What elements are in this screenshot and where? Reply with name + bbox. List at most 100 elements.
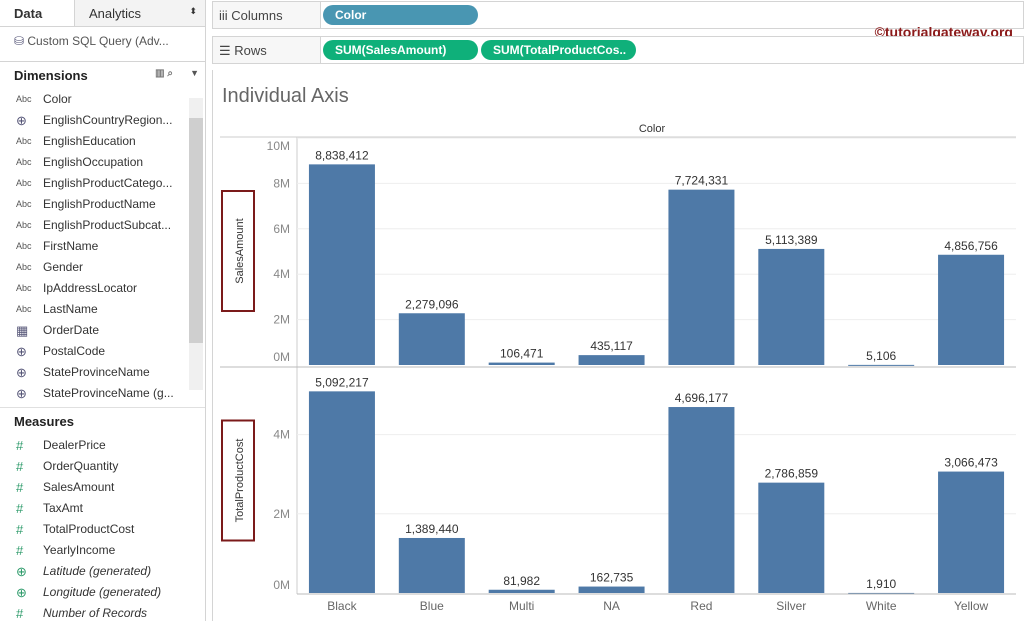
dimension-item[interactable]: Abc Color <box>0 89 205 110</box>
tab-analytics-label: Analytics <box>89 6 142 21</box>
dimension-item[interactable]: Abc IpAddressLocator <box>0 278 205 299</box>
data-label: 162,735 <box>590 571 634 585</box>
x-tick-label: Multi <box>509 599 534 613</box>
dimension-label: StateProvinceName (g... <box>43 386 174 400</box>
x-tick-label: Silver <box>776 599 806 613</box>
measure-item[interactable]: # DealerPrice <box>0 435 205 456</box>
string-type-icon: Abc <box>16 136 32 146</box>
data-label: 4,856,756 <box>944 239 998 253</box>
measure-item[interactable]: # TaxAmt <box>0 498 205 519</box>
x-tick-label: Black <box>327 599 357 613</box>
scrollbar[interactable] <box>189 98 203 390</box>
dimension-item[interactable]: ⊕ StateProvinceName (g... <box>0 383 205 404</box>
bar <box>938 471 1005 593</box>
scrollbar-thumb[interactable] <box>189 118 203 343</box>
data-label: 435,117 <box>590 339 633 353</box>
data-label: 8,838,412 <box>315 148 369 162</box>
y-axis-title: TotalProductCost <box>234 439 246 523</box>
menu-dropdown-icon[interactable]: ▼ <box>190 68 199 78</box>
dimension-item[interactable]: ▦ OrderDate <box>0 320 205 341</box>
number-type-icon: # <box>16 459 24 474</box>
dimension-item[interactable]: ⊕ StateProvinceName <box>0 362 205 383</box>
dimension-item[interactable]: Abc EnglishProductCatego... <box>0 173 205 194</box>
dimension-label: EnglishCountryRegion... <box>43 113 173 127</box>
data-label: 81,982 <box>503 574 540 588</box>
rows-icon: ☰ <box>219 43 235 58</box>
dimension-label: OrderDate <box>43 323 100 337</box>
number-type-icon: # <box>16 438 24 453</box>
y-tick-label: 4M <box>273 267 290 281</box>
data-label: 1,389,440 <box>405 522 459 536</box>
x-tick-label: Blue <box>420 599 444 613</box>
measure-item[interactable]: # YearlyIncome <box>0 540 205 561</box>
bar <box>398 537 465 593</box>
columns-icon: iii <box>219 8 232 23</box>
axis-title-box <box>221 419 255 542</box>
dimension-item[interactable]: Abc LastName <box>0 299 205 320</box>
string-type-icon: Abc <box>16 220 32 230</box>
dimension-label: FirstName <box>43 239 99 253</box>
measure-item[interactable]: ⊕ Longitude (generated) <box>0 582 205 603</box>
tab-analytics[interactable]: Analytics ⬍ <box>74 0 205 26</box>
data-label: 2,279,096 <box>405 297 459 311</box>
color-pill[interactable]: Color <box>323 5 478 25</box>
y-tick-label: 6M <box>273 222 290 236</box>
string-type-icon: Abc <box>16 304 32 314</box>
dimension-label: IpAddressLocator <box>43 281 138 295</box>
globe-icon: ⊕ <box>16 564 27 579</box>
data-label: 5,106 <box>866 349 896 363</box>
y-axis-title: SalesAmount <box>234 218 246 283</box>
data-source[interactable]: ⛁ Custom SQL Query (Adv... <box>0 27 205 62</box>
y-tick-label: 2M <box>273 507 290 521</box>
measure-label: TaxAmt <box>43 501 84 515</box>
string-type-icon: Abc <box>16 262 32 272</box>
measure-item[interactable]: # SalesAmount <box>0 477 205 498</box>
total-product-cost-pill[interactable]: SUM(TotalProductCos.. <box>481 40 636 60</box>
x-tick-label: Yellow <box>954 599 989 613</box>
view-area <box>212 70 1024 621</box>
bar <box>848 592 915 594</box>
dimension-item[interactable]: ⊕ EnglishCountryRegion... <box>0 110 205 131</box>
rows-shelf: ☰ Rows SUM(SalesAmount) SUM(TotalProduct… <box>212 36 1024 64</box>
x-tick-label: Red <box>690 599 712 613</box>
measure-item[interactable]: # TotalProductCost <box>0 519 205 540</box>
globe-icon: ⊕ <box>16 585 27 600</box>
dimension-item[interactable]: Abc Gender <box>0 257 205 278</box>
data-source-label: Custom SQL Query (Adv... <box>27 34 169 48</box>
measure-label: SalesAmount <box>43 480 115 494</box>
measure-item[interactable]: ⊕ Latitude (generated) <box>0 561 205 582</box>
number-type-icon: # <box>16 522 24 537</box>
tab-data[interactable]: Data <box>0 0 74 26</box>
bar <box>578 355 645 365</box>
column-header: Color <box>639 123 666 135</box>
data-label: 3,066,473 <box>944 456 998 470</box>
dimension-item[interactable]: Abc EnglishEducation <box>0 131 205 152</box>
dimension-label: StateProvinceName <box>43 365 150 379</box>
dimensions-heading: Dimensions <box>14 68 88 83</box>
dimension-item[interactable]: Abc EnglishProductName <box>0 194 205 215</box>
dimension-item[interactable]: Abc EnglishOccupation <box>0 152 205 173</box>
measure-label: Longitude (generated) <box>43 585 162 599</box>
dimension-item[interactable]: ⊕ PostalCode <box>0 341 205 362</box>
columns-label: Columns <box>231 8 283 23</box>
number-type-icon: # <box>16 543 24 558</box>
sheet-title: Individual Axis <box>222 85 349 107</box>
y-tick-label: 10M <box>267 139 290 153</box>
data-label: 7,724,331 <box>675 174 729 188</box>
rows-label: Rows <box>234 43 267 58</box>
measure-item[interactable]: # OrderQuantity <box>0 456 205 477</box>
data-label: 106,471 <box>500 347 544 361</box>
dimension-item[interactable]: Abc FirstName <box>0 236 205 257</box>
measure-label: OrderQuantity <box>43 459 119 473</box>
bar <box>938 254 1005 365</box>
measures-heading: Measures <box>0 407 205 435</box>
dimension-label: EnglishProductCatego... <box>43 176 173 190</box>
sales-amount-pill[interactable]: SUM(SalesAmount) <box>323 40 478 60</box>
view-toggle-icon[interactable]: ▥ ⌕ <box>155 68 173 79</box>
string-type-icon: Abc <box>16 94 32 104</box>
string-type-icon: Abc <box>16 157 32 167</box>
dimension-label: PostalCode <box>43 344 106 358</box>
dimension-item[interactable]: Abc EnglishProductSubcat... <box>0 215 205 236</box>
dimension-label: EnglishOccupation <box>43 155 144 169</box>
measure-item[interactable]: # Number of Records <box>0 603 205 621</box>
